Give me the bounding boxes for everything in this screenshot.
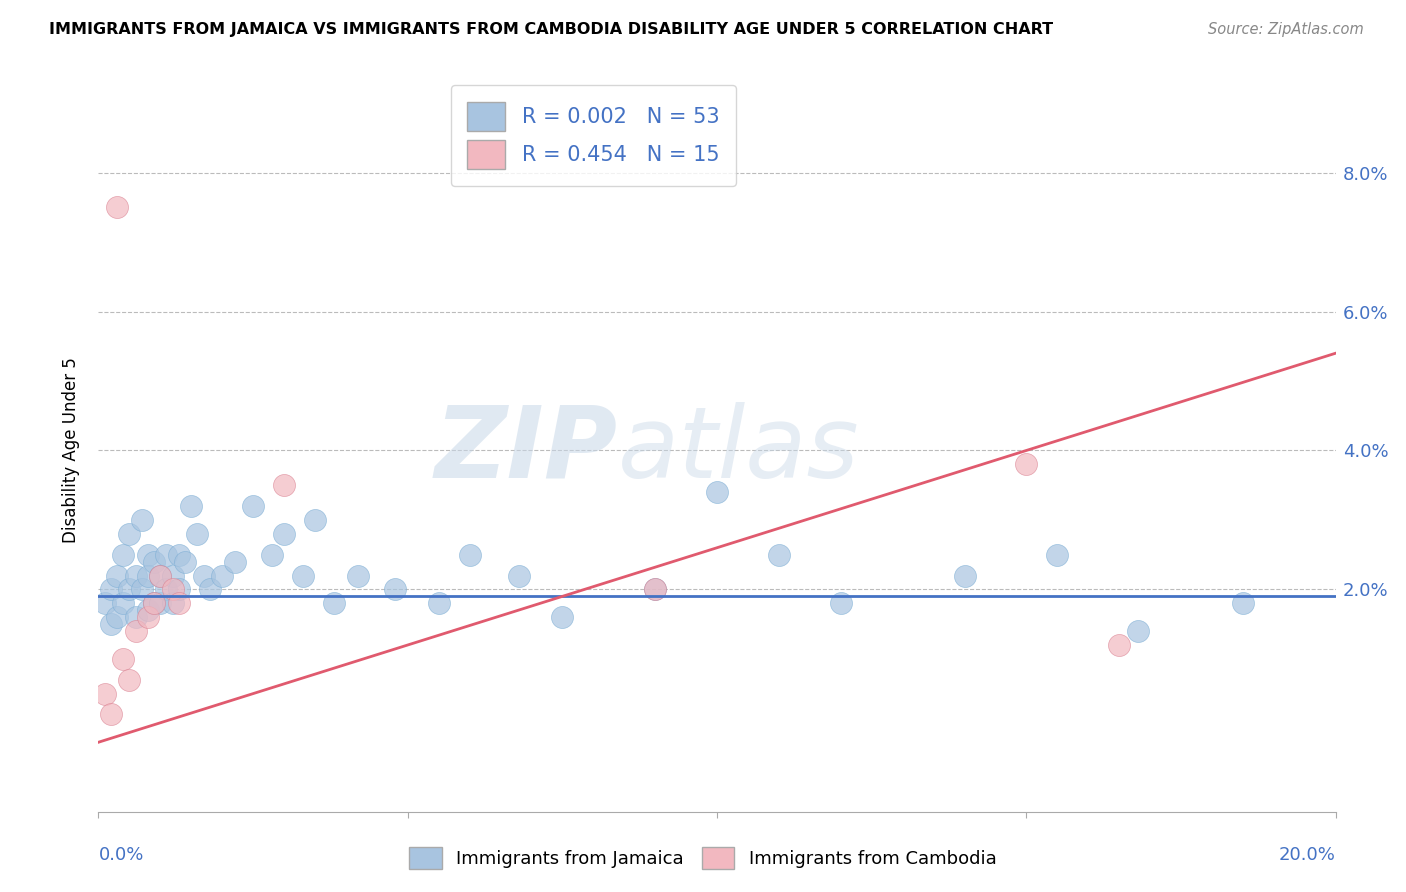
Point	[112, 548, 135, 562]
Point	[155, 582, 177, 597]
Text: 20.0%: 20.0%	[1279, 847, 1336, 864]
Point	[143, 596, 166, 610]
Legend: R = 0.002   N = 53, R = 0.454   N = 15: R = 0.002 N = 53, R = 0.454 N = 15	[451, 85, 735, 186]
Point	[162, 596, 184, 610]
Point	[149, 596, 172, 610]
Point	[143, 555, 166, 569]
Point	[124, 610, 146, 624]
Point	[304, 513, 326, 527]
Point	[136, 568, 159, 582]
Point	[291, 568, 314, 582]
Text: IMMIGRANTS FROM JAMAICA VS IMMIGRANTS FROM CAMBODIA DISABILITY AGE UNDER 5 CORRE: IMMIGRANTS FROM JAMAICA VS IMMIGRANTS FR…	[49, 22, 1053, 37]
Text: Source: ZipAtlas.com: Source: ZipAtlas.com	[1208, 22, 1364, 37]
Point	[167, 582, 190, 597]
Point	[768, 548, 790, 562]
Point	[1046, 548, 1069, 562]
Text: 0.0%: 0.0%	[98, 847, 143, 864]
Point	[105, 200, 128, 214]
Point	[830, 596, 852, 610]
Point	[347, 568, 370, 582]
Point	[193, 568, 215, 582]
Point	[112, 652, 135, 666]
Point	[162, 568, 184, 582]
Point	[136, 603, 159, 617]
Point	[953, 568, 976, 582]
Point	[1232, 596, 1254, 610]
Text: ZIP: ZIP	[434, 402, 619, 499]
Point	[131, 513, 153, 527]
Point	[1126, 624, 1149, 639]
Text: atlas: atlas	[619, 402, 859, 499]
Point	[105, 610, 128, 624]
Point	[100, 617, 122, 632]
Point	[143, 596, 166, 610]
Point	[180, 499, 202, 513]
Point	[458, 548, 481, 562]
Point	[644, 582, 666, 597]
Point	[384, 582, 406, 597]
Point	[149, 568, 172, 582]
Point	[136, 610, 159, 624]
Point	[155, 548, 177, 562]
Point	[118, 526, 141, 541]
Point	[427, 596, 450, 610]
Point	[1108, 638, 1130, 652]
Point	[149, 568, 172, 582]
Y-axis label: Disability Age Under 5: Disability Age Under 5	[62, 358, 80, 543]
Point	[211, 568, 233, 582]
Point	[551, 610, 574, 624]
Point	[1015, 458, 1038, 472]
Point	[131, 582, 153, 597]
Point	[508, 568, 530, 582]
Point	[93, 687, 115, 701]
Point	[706, 485, 728, 500]
Point	[273, 526, 295, 541]
Point	[124, 624, 146, 639]
Point	[112, 596, 135, 610]
Point	[136, 548, 159, 562]
Point	[105, 568, 128, 582]
Point	[167, 548, 190, 562]
Point	[322, 596, 344, 610]
Point	[124, 568, 146, 582]
Point	[644, 582, 666, 597]
Point	[242, 499, 264, 513]
Legend: Immigrants from Jamaica, Immigrants from Cambodia: Immigrants from Jamaica, Immigrants from…	[401, 838, 1005, 879]
Point	[174, 555, 197, 569]
Point	[198, 582, 221, 597]
Point	[167, 596, 190, 610]
Point	[273, 478, 295, 492]
Point	[100, 707, 122, 722]
Point	[162, 582, 184, 597]
Point	[100, 582, 122, 597]
Point	[118, 582, 141, 597]
Point	[93, 596, 115, 610]
Point	[118, 673, 141, 687]
Point	[186, 526, 208, 541]
Point	[224, 555, 246, 569]
Point	[260, 548, 283, 562]
